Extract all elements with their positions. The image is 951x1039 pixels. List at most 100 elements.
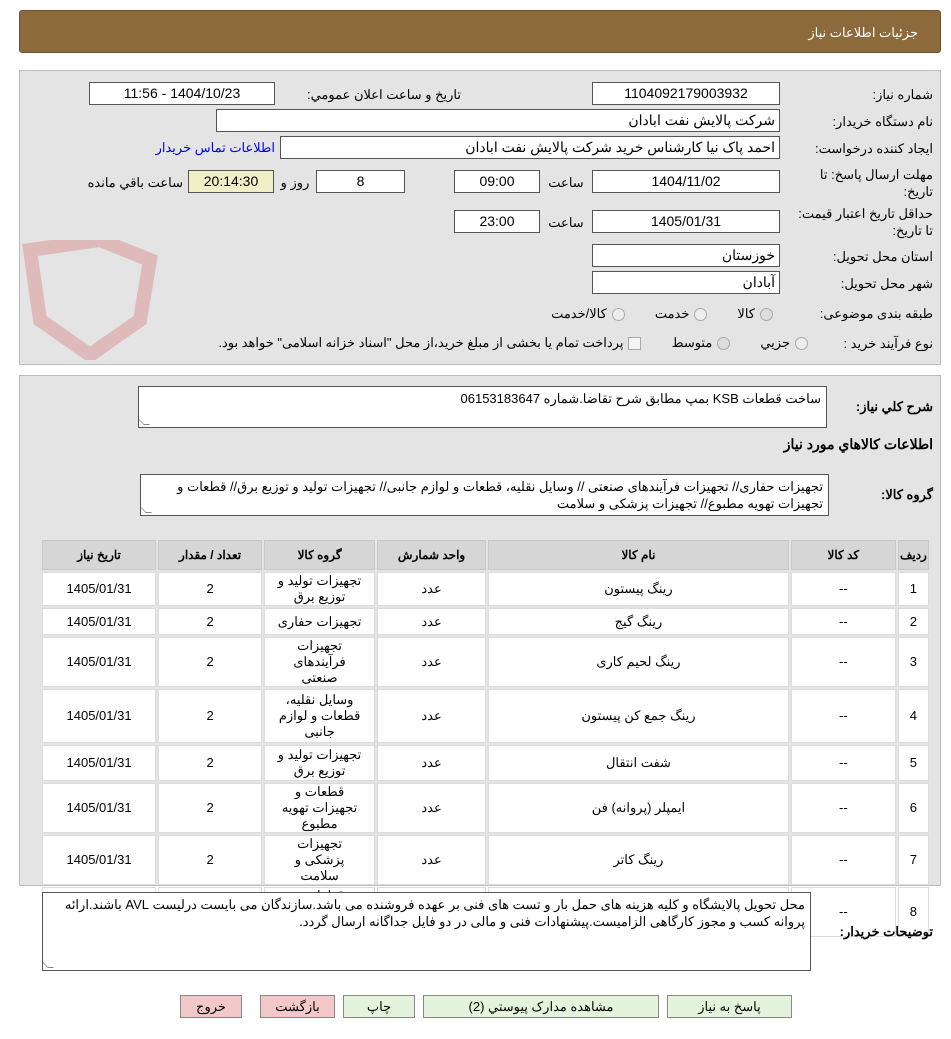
item-group: قطعات و تجهيزات تهويه مطبوع <box>264 783 376 833</box>
treasury-checkbox[interactable] <box>628 336 642 350</box>
validity-date-field: 1405/01/31 <box>592 210 780 233</box>
category-radio-goods[interactable] <box>760 307 773 321</box>
table-row: 5 -- شفت انتقال عدد تجهيزات توليد و توزيع بر… <box>42 745 929 781</box>
unit: عدد <box>377 745 487 781</box>
print-button[interactable]: چاپ <box>343 995 415 1018</box>
item-name: ايمپلر (پروانه) فن <box>488 783 789 833</box>
table-row: 4 -- رينگ جمع کن پيستون عدد وسايل نقليه، قطع… <box>42 689 929 743</box>
province-label: استان محل تحويل: <box>832 249 933 264</box>
group-text: تجهيزات حفاری// تجهيزات فرآيندهای صنعتی … <box>177 479 823 511</box>
process-options: جزيي متوسط پرداخت تمام يا بخشی از مبلغ خ… <box>218 335 808 351</box>
item-name: شفت انتقال <box>488 745 789 781</box>
summary-label: شرح کلي نياز: <box>855 399 933 414</box>
reply-button[interactable]: پاسخ به نياز <box>667 995 792 1018</box>
group-textarea[interactable]: تجهيزات حفاری// تجهيزات فرآيندهای صنعتی … <box>140 474 829 516</box>
item-code: -- <box>790 572 896 606</box>
row-number: 7 <box>897 835 929 885</box>
item-name: رينگ لحيم کاری <box>488 637 789 687</box>
row-number: 1 <box>897 572 929 606</box>
process-option-medium: متوسط <box>671 335 713 350</box>
item-code: -- <box>790 745 896 781</box>
col-unit: واحد شمارش <box>377 540 487 570</box>
deadline-time-field: 09:00 <box>454 170 540 193</box>
category-option-service: خدمت <box>654 306 690 321</box>
category-radio-both[interactable] <box>611 307 625 321</box>
unit: عدد <box>377 608 487 635</box>
item-group: تجهيزات توليد و توزيع برق <box>264 745 376 781</box>
city-label: شهر محل تحويل: <box>840 276 933 291</box>
remaining-time-field: 20:14:30 <box>188 170 274 193</box>
notes-textarea[interactable]: محل تحويل پالايشگاه و کليه هزينه های حمل… <box>42 892 811 971</box>
item-name: رينگ پيستون <box>488 572 789 606</box>
category-option-goods: کالا <box>737 306 755 321</box>
category-option-both: کالا/خدمت <box>551 306 607 321</box>
col-qty: تعداد / مقدار <box>158 540 263 570</box>
back-button[interactable]: بازگشت <box>260 995 335 1018</box>
item-group: تجهيزات پزشکی و سلامت <box>264 835 376 885</box>
resize-handle[interactable] <box>141 507 152 513</box>
table-row: 1 -- رينگ پيستون عدد تجهيزات توليد و توزيع ب… <box>42 572 929 606</box>
col-name: نام کالا <box>488 540 789 570</box>
summary-textarea[interactable]: ساخت قطعات KSB بمپ مطابق شرح تقاضا.شماره… <box>138 386 827 428</box>
table-row: 3 -- رينگ لحيم کاری عدد تجهيزات فرآيندهای صن… <box>42 637 929 687</box>
col-group: گروه کالا <box>264 540 376 570</box>
buyer-org-field: شرکت پالايش نفت ابادان <box>216 109 780 132</box>
days-field: 8 <box>316 170 405 193</box>
need-date: 1405/01/31 <box>42 689 157 743</box>
city-field: آبادان <box>592 271 780 294</box>
summary-text: ساخت قطعات KSB بمپ مطابق شرح تقاضا.شماره… <box>460 391 821 406</box>
province-field: خوزستان <box>592 244 780 267</box>
page-title: جزئيات اطلاعات نياز <box>808 25 918 40</box>
unit: عدد <box>377 783 487 833</box>
category-radio-service[interactable] <box>694 307 708 321</box>
row-number: 5 <box>897 745 929 781</box>
quantity: 2 <box>158 637 263 687</box>
col-date: تاريخ نياز <box>42 540 157 570</box>
process-radio-medium[interactable] <box>717 336 731 350</box>
need-number-label: شماره نياز: <box>872 87 933 102</box>
item-code: -- <box>790 689 896 743</box>
validity-time-field: 23:00 <box>454 210 540 233</box>
process-radio-minor[interactable] <box>795 336 808 350</box>
row-number: 8 <box>897 887 929 937</box>
row-number: 2 <box>897 608 929 635</box>
table-row: 7 -- رينگ کاتر عدد تجهيزات پزشکی و سلامت 2 140… <box>42 835 929 885</box>
need-date: 1405/01/31 <box>42 637 157 687</box>
need-date: 1405/01/31 <box>42 835 157 885</box>
table-row: 2 -- رينگ گيج عدد تجهيزات حفاری 2 1405/01/31 <box>42 608 929 635</box>
creator-field: احمد پاک نيا کارشناس خريد شرکت پالايش نف… <box>280 136 780 159</box>
resize-handle[interactable] <box>43 962 54 968</box>
unit: عدد <box>377 835 487 885</box>
quantity: 2 <box>158 783 263 833</box>
announce-field: 1404/10/23 - 11:56 <box>89 82 275 105</box>
row-number: 6 <box>897 783 929 833</box>
item-group: تجهيزات فرآيندهای صنعتی <box>264 637 376 687</box>
table-row: 6 -- ايمپلر (پروانه) فن عدد قطعات و تجهيزات … <box>42 783 929 833</box>
item-group: تجهيزات حفاری <box>264 608 376 635</box>
quantity: 2 <box>158 608 263 635</box>
buyer-org-label: نام دستگاه خريدار: <box>832 114 933 129</box>
payment-note: پرداخت تمام يا بخشی از مبلغ خريد،از محل … <box>218 335 624 350</box>
item-group: تجهيزات توليد و توزيع برق <box>264 572 376 606</box>
item-code: -- <box>790 835 896 885</box>
item-code: -- <box>790 608 896 635</box>
deadline-time-label: ساعت <box>548 175 584 190</box>
item-name: رينگ گيج <box>488 608 789 635</box>
resize-handle[interactable] <box>139 419 150 425</box>
item-name: رينگ جمع کن پيستون <box>488 689 789 743</box>
goods-table: رديف کد کالا نام کالا واحد شمارش گروه کا… <box>40 538 931 939</box>
row-number: 4 <box>897 689 929 743</box>
buyer-contact-link[interactable]: اطلاعات تماس خريدار <box>155 140 275 155</box>
attachments-button[interactable]: مشاهده مدارک پيوستي (2) <box>423 995 659 1018</box>
exit-button[interactable]: خروج <box>180 995 242 1018</box>
quantity: 2 <box>158 572 263 606</box>
need-date: 1405/01/31 <box>42 572 157 606</box>
quantity: 2 <box>158 689 263 743</box>
need-date: 1405/01/31 <box>42 608 157 635</box>
need-date: 1405/01/31 <box>42 783 157 833</box>
page-header: جزئيات اطلاعات نياز <box>19 10 941 53</box>
row-number: 3 <box>897 637 929 687</box>
category-options: کالا خدمت کالا/خدمت <box>551 306 773 322</box>
unit: عدد <box>377 689 487 743</box>
creator-label: ايجاد کننده درخواست: <box>815 141 933 156</box>
